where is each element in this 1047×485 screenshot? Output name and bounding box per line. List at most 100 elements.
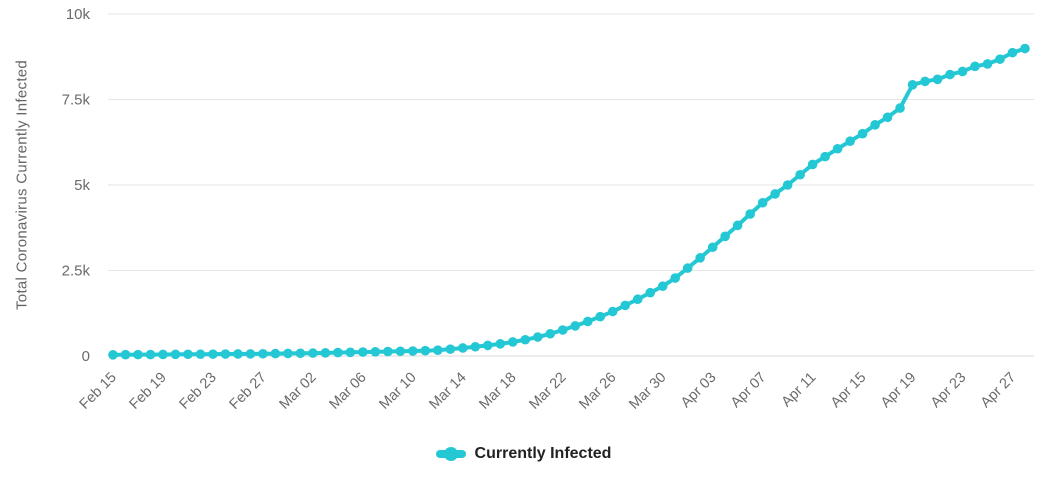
data-point[interactable] <box>632 294 643 305</box>
data-point[interactable] <box>1020 43 1030 54</box>
data-point[interactable] <box>395 346 406 357</box>
legend: Currently Infected <box>0 445 1047 463</box>
data-point[interactable] <box>333 347 343 358</box>
data-point[interactable] <box>420 345 431 356</box>
series-line <box>111 46 1027 357</box>
data-point[interactable] <box>670 273 680 283</box>
data-point[interactable] <box>545 328 556 339</box>
data-point[interactable] <box>433 345 443 355</box>
data-point[interactable] <box>582 316 593 327</box>
data-point[interactable] <box>270 348 281 359</box>
legend-label: Currently Infected <box>474 445 612 462</box>
x-tick-label: Feb 23 <box>177 370 220 413</box>
x-tick-label: Mar 02 <box>276 370 319 413</box>
data-point[interactable] <box>720 231 730 242</box>
data-point[interactable] <box>782 180 793 190</box>
x-tick-label: Mar 30 <box>626 370 669 413</box>
series-marker-icon <box>435 446 466 462</box>
data-point[interactable] <box>495 339 506 349</box>
data-point[interactable] <box>408 346 418 356</box>
data-point[interactable] <box>907 79 918 90</box>
data-point[interactable] <box>857 128 868 139</box>
data-point[interactable] <box>832 143 843 154</box>
x-tick-label: Mar 18 <box>476 370 519 413</box>
data-point[interactable] <box>957 66 968 77</box>
data-point[interactable] <box>982 59 993 69</box>
x-tick-label: Apr 07 <box>728 370 770 412</box>
data-point[interactable] <box>507 337 518 347</box>
data-point[interactable] <box>695 253 705 263</box>
data-point[interactable] <box>108 350 118 360</box>
data-point[interactable] <box>258 348 268 359</box>
data-point[interactable] <box>820 151 830 162</box>
data-point[interactable] <box>295 348 306 359</box>
data-point[interactable] <box>745 209 755 219</box>
x-tick-label: Mar 06 <box>326 370 369 413</box>
data-point[interactable] <box>770 189 780 199</box>
data-point[interactable] <box>220 349 231 359</box>
data-point[interactable] <box>845 136 855 147</box>
data-point[interactable] <box>170 349 181 360</box>
data-point[interactable] <box>1007 47 1018 58</box>
data-point[interactable] <box>208 349 218 359</box>
data-point[interactable] <box>620 300 631 311</box>
data-point[interactable] <box>895 103 905 113</box>
data-point[interactable] <box>882 112 893 123</box>
y-tick-label: 7.5k <box>62 92 91 109</box>
data-point[interactable] <box>870 120 880 130</box>
data-point[interactable] <box>145 349 156 360</box>
data-point[interactable] <box>308 348 318 358</box>
data-point[interactable] <box>970 61 980 72</box>
y-tick-label: 5k <box>74 177 90 194</box>
data-point[interactable] <box>732 220 743 231</box>
data-point[interactable] <box>133 349 143 360</box>
data-point[interactable] <box>932 74 943 85</box>
data-point[interactable] <box>920 76 930 87</box>
data-point[interactable] <box>520 334 531 345</box>
data-point[interactable] <box>607 306 618 317</box>
data-point[interactable] <box>757 197 768 208</box>
data-point[interactable] <box>795 169 805 180</box>
y-tick-label: 2.5k <box>62 263 91 280</box>
x-tick-label: Mar 26 <box>576 370 619 413</box>
data-point[interactable] <box>245 349 256 359</box>
data-point[interactable] <box>183 349 193 360</box>
data-point[interactable] <box>682 263 693 273</box>
data-point[interactable] <box>458 343 468 353</box>
data-point[interactable] <box>233 349 243 359</box>
data-point[interactable] <box>283 348 293 359</box>
data-point[interactable] <box>445 344 456 354</box>
x-tick-label: Feb 19 <box>127 370 170 413</box>
data-point[interactable] <box>707 242 718 253</box>
data-point[interactable] <box>120 349 131 360</box>
y-tick-label: 0 <box>82 348 90 365</box>
data-point[interactable] <box>557 325 568 335</box>
data-point[interactable] <box>657 281 668 292</box>
x-tick-label: Apr 15 <box>828 370 870 412</box>
data-point[interactable] <box>370 347 381 357</box>
data-point[interactable] <box>345 347 356 358</box>
data-point[interactable] <box>383 346 393 357</box>
x-tick-label: Apr 03 <box>678 370 720 412</box>
x-tick-label: Apr 27 <box>978 370 1020 412</box>
data-point[interactable] <box>320 348 331 358</box>
x-tick-label: Feb 27 <box>227 370 270 413</box>
data-point[interactable] <box>470 341 481 352</box>
data-point[interactable] <box>945 69 955 80</box>
data-point[interactable] <box>358 347 368 357</box>
x-tick-label: Mar 22 <box>526 370 569 413</box>
data-point[interactable] <box>195 349 206 360</box>
x-tick-label: Apr 11 <box>779 370 820 411</box>
data-point[interactable] <box>995 54 1005 64</box>
legend-item-currently-infected[interactable]: Currently Infected <box>435 445 612 463</box>
data-point[interactable] <box>532 332 543 342</box>
data-point[interactable] <box>645 287 656 298</box>
x-tick-label: Apr 19 <box>878 370 920 412</box>
series-marker-dot <box>443 447 458 461</box>
data-point[interactable] <box>570 321 581 331</box>
data-point[interactable] <box>482 340 493 351</box>
y-tick-label: 10k <box>66 6 91 23</box>
data-point[interactable] <box>595 311 606 322</box>
data-point[interactable] <box>807 159 818 170</box>
data-point[interactable] <box>158 349 168 360</box>
